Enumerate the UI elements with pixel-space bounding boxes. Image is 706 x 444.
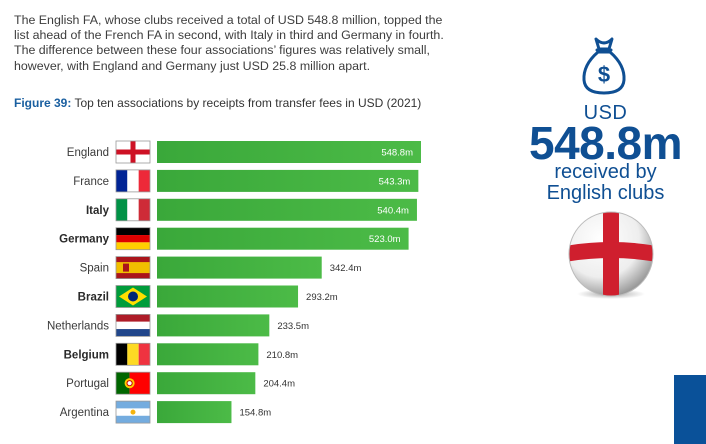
bar-value-label: 540.4m bbox=[377, 205, 409, 216]
category-label: Spain bbox=[80, 263, 109, 275]
category-label: France bbox=[73, 176, 109, 188]
category-label: Italy bbox=[86, 205, 110, 217]
bar bbox=[157, 314, 270, 337]
bar-value-label: 204.4m bbox=[263, 379, 295, 390]
intro-paragraph: The English FA, whose clubs received a t… bbox=[14, 13, 444, 73]
flag-argentina-icon bbox=[115, 400, 151, 424]
figure-title: Top ten associations by receipts from tr… bbox=[74, 96, 422, 110]
bar-value-label: 154.8m bbox=[239, 408, 271, 419]
bar-value-label: 342.4m bbox=[330, 263, 362, 274]
category-label: Portugal bbox=[66, 378, 109, 390]
stat-caption: received by English clubs bbox=[508, 162, 703, 204]
category-label: England bbox=[67, 147, 109, 159]
bar bbox=[157, 372, 256, 395]
transfer-receipts-bar-chart: England 548.8m France 543.3m Italy 540.4m Germ… bbox=[47, 140, 421, 424]
flag-portugal-icon bbox=[115, 371, 151, 395]
england-flag-ball-icon bbox=[568, 211, 654, 299]
stat-value: 548.8m bbox=[528, 117, 683, 169]
flag-germany-icon bbox=[115, 227, 151, 251]
bar bbox=[157, 256, 322, 279]
stat-currency: USD bbox=[583, 102, 628, 124]
flag-italy-icon bbox=[115, 198, 151, 222]
stat-caption-line-1: received by bbox=[554, 161, 657, 183]
category-label: Germany bbox=[59, 234, 109, 246]
bar-value-label: 523.0m bbox=[369, 234, 401, 245]
page-corner-block bbox=[674, 375, 706, 444]
bar bbox=[157, 141, 421, 163]
bar-value-label: 543.3m bbox=[379, 176, 411, 187]
bar bbox=[157, 401, 232, 424]
flag-brazil-icon bbox=[115, 285, 151, 308]
flag-spain-icon bbox=[115, 256, 151, 280]
category-label: Netherlands bbox=[47, 320, 109, 332]
flag-belgium-icon bbox=[115, 342, 151, 366]
bar-value-label: 293.2m bbox=[306, 292, 338, 303]
svg-text:$: $ bbox=[598, 62, 610, 87]
bar-value-label: 233.5m bbox=[277, 321, 309, 332]
stat-caption-line-2: English clubs bbox=[546, 182, 665, 204]
flag-england-icon bbox=[115, 140, 151, 164]
bar bbox=[157, 198, 417, 221]
category-label: Belgium bbox=[64, 349, 109, 361]
bar-value-label: 548.8m bbox=[381, 148, 413, 159]
money-bag-icon: $ bbox=[582, 37, 626, 95]
figure-label: Figure 39: bbox=[14, 96, 72, 110]
bar bbox=[157, 169, 419, 192]
flag-france-icon bbox=[115, 169, 151, 193]
bar-value-label: 210.8m bbox=[266, 350, 298, 361]
flag-netherlands-icon bbox=[115, 313, 151, 337]
bar bbox=[157, 285, 299, 308]
bar bbox=[157, 343, 259, 366]
bar bbox=[157, 227, 409, 250]
figure-caption: Figure 39: Top ten associations by recei… bbox=[14, 96, 421, 110]
category-label: Argentina bbox=[60, 407, 110, 419]
category-label: Brazil bbox=[78, 292, 109, 304]
